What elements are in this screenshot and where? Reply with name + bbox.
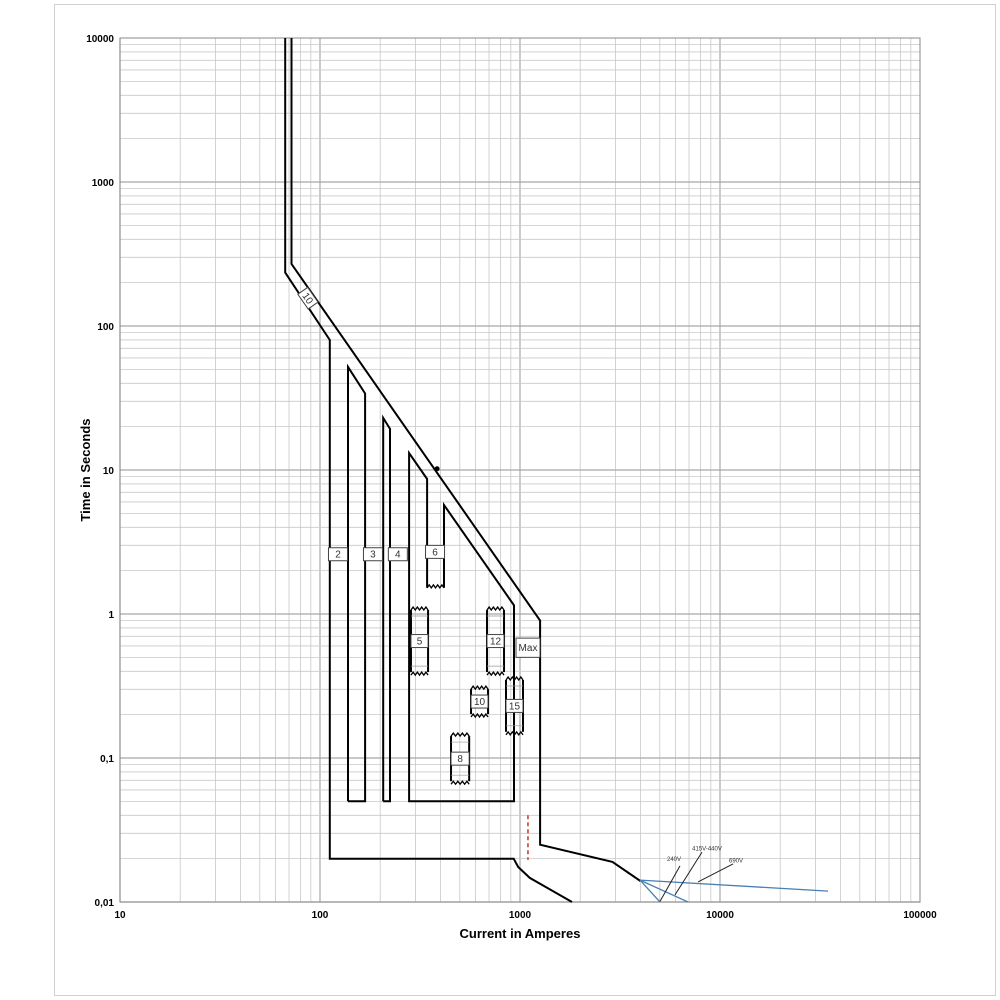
curve-lower-envelope [284,38,573,903]
voltage-leader-line [697,863,734,883]
grid [119,37,921,903]
band-label-box [387,547,408,562]
voltage-label: 415V-440V [692,847,722,853]
zigzag-edge [450,731,470,738]
zigzag-box-label-box [450,751,470,766]
zigzag-edge [410,605,429,612]
tick-labels: 10 100 1000 10000 100000 0,01 0,1 1 10 100 1000 100… [86,34,937,921]
zigzag-edge [450,780,470,786]
y-tick-label: 1 [108,610,114,621]
x-tick-label: 1000 [509,910,532,921]
band-label-box [425,544,446,559]
y-tick-label: 0,1 [100,754,114,765]
x-tick-label: 10 [114,910,126,921]
chart-marks: 5 12 10 15 8 2 3 4 6 Max 10 240V 415V-440V 690V [284,38,829,903]
x-axis-title: Current in Amperes [460,926,581,941]
curve-band-2 [347,363,367,803]
curve-upper-envelope [290,38,641,882]
zigzag-box-label: 15 [509,701,521,712]
zigzag-edge [486,605,505,612]
rotated-label-box [297,286,319,310]
voltage-line [639,879,661,903]
zigzag-edge [426,583,445,589]
voltage-line [639,879,829,892]
rotated-label-10: 10 [297,286,319,310]
zigzag-box-label: 10 [474,697,486,708]
band-label: 2 [335,550,341,561]
y-tick-label: 10 [103,466,115,477]
zigzag-edge [505,730,524,736]
y-tick-label: 10000 [86,34,114,45]
zigzag-edge [486,670,505,677]
y-axis-title: Time in Seconds [78,418,93,521]
voltage-leader-line [674,851,703,896]
max-label: Max [519,643,538,654]
voltage-label: 690V [729,859,743,865]
curve-dot [434,466,440,472]
band-label: 6 [432,547,438,558]
x-tick-label: 10000 [706,910,734,921]
x-tick-label: 100000 [903,910,937,921]
x-tick-label: 100 [312,910,329,921]
zigzag-edge [410,670,429,677]
band-label-box [362,547,383,562]
curve-band-4 [408,449,515,803]
curve-band-3 [382,414,391,803]
zigzag-box-label: 5 [417,637,423,648]
zigzag-box-label-box [470,694,489,709]
plot-border [119,37,921,903]
max-label-box [515,637,541,658]
band-label: 3 [370,550,376,561]
zigzag-box-label-box [410,634,429,649]
zigzag-box-label-box [505,698,524,713]
zigzag-edge [470,684,489,691]
zigzag-box-label-box [486,634,505,649]
voltage-label: 240V [667,857,681,863]
voltage-leader-line [659,865,681,902]
zigzag-box-label: 12 [490,637,502,648]
zigzag-edge [470,712,489,719]
band-label: 4 [395,550,401,561]
y-tick-label: 1000 [92,178,115,189]
y-tick-label: 100 [97,322,114,333]
band-label-box [327,547,348,562]
voltage-line [639,879,689,903]
zigzag-edge [505,675,524,682]
zigzag-box-label: 8 [457,754,463,765]
chart-frame [54,4,996,996]
y-tick-label: 0,01 [95,898,115,909]
